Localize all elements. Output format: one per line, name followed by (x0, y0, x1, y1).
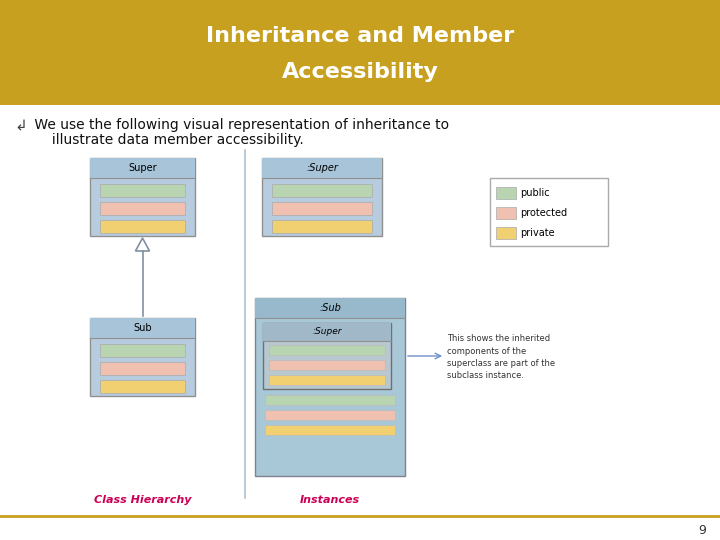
Text: Inheritance and Member: Inheritance and Member (206, 26, 514, 46)
Bar (90, 318, 195, 396)
Bar (255, 298, 405, 318)
Bar (272, 220, 372, 233)
Text: This shows the inherited
components of the
superclass are part of the
subclass i: This shows the inherited components of t… (447, 334, 555, 381)
Bar (263, 323, 391, 389)
Text: private: private (520, 228, 554, 238)
Text: 9: 9 (698, 523, 706, 537)
Text: ↲: ↲ (14, 118, 27, 133)
Bar (269, 345, 385, 355)
Text: Sub: Sub (133, 323, 152, 333)
Bar (100, 220, 185, 233)
Bar (269, 375, 385, 385)
Text: protected: protected (520, 208, 567, 218)
Bar (90, 318, 195, 338)
Bar (100, 202, 185, 215)
Text: public: public (520, 188, 549, 198)
Bar (265, 395, 395, 405)
Bar (90, 158, 195, 236)
Bar (272, 184, 372, 197)
Bar (269, 360, 385, 370)
Bar (100, 184, 185, 197)
Text: Instances: Instances (300, 495, 360, 505)
Bar (0, 0, 720, 105)
Bar (490, 178, 608, 246)
Text: Class Hierarchy: Class Hierarchy (94, 495, 192, 505)
Text: Accessibility: Accessibility (282, 62, 438, 82)
Bar (496, 187, 516, 199)
Text: :Super: :Super (312, 327, 342, 336)
Text: :Sub: :Sub (319, 303, 341, 313)
Text: illustrate data member accessibility.: illustrate data member accessibility. (30, 133, 304, 147)
Bar (496, 227, 516, 239)
Bar (255, 298, 405, 476)
Bar (100, 362, 185, 375)
Text: We use the following visual representation of inheritance to: We use the following visual representati… (30, 118, 449, 132)
Bar (263, 323, 391, 341)
Bar (262, 158, 382, 236)
Text: :Super: :Super (306, 163, 338, 173)
Bar (265, 425, 395, 435)
Bar (100, 344, 185, 357)
Bar (90, 158, 195, 178)
Bar (496, 207, 516, 219)
Bar (265, 410, 395, 420)
Text: Super: Super (128, 163, 157, 173)
Bar (262, 158, 382, 178)
Bar (100, 380, 185, 393)
Bar (272, 202, 372, 215)
